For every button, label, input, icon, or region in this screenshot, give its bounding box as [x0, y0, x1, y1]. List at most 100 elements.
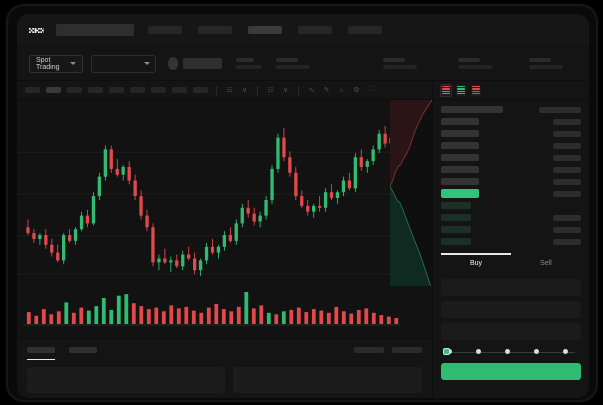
nav-item-2[interactable] — [198, 26, 232, 34]
tab-buy[interactable]: Buy — [469, 260, 483, 267]
nav-item-1[interactable] — [148, 26, 182, 34]
toolbar-divider — [257, 85, 258, 95]
orderbook-header-row — [441, 105, 581, 114]
timeframe-button-8[interactable] — [172, 87, 187, 93]
line-chart-icon[interactable]: ∿ — [308, 87, 315, 94]
timeframe-button-9[interactable] — [193, 87, 208, 93]
depth-chart-svg — [390, 100, 432, 286]
stat-label — [458, 58, 481, 62]
orderbook-ask-row[interactable] — [441, 153, 581, 162]
stat-label — [529, 58, 551, 62]
orders-card-2[interactable] — [233, 367, 422, 393]
book-mode-both-icon[interactable] — [440, 83, 452, 97]
device-frame: Spot Trading — [6, 4, 598, 402]
timeframe-button-4[interactable] — [88, 87, 103, 93]
chevron-down-icon — [143, 62, 150, 65]
slider-knob[interactable] — [443, 348, 450, 355]
orderbook-ask-row[interactable] — [441, 177, 581, 186]
volume-svg — [23, 292, 400, 326]
stat-label — [236, 58, 255, 62]
slider-stop-100[interactable] — [563, 349, 568, 354]
orderbook-ask-row[interactable] — [441, 141, 581, 150]
tab-sell[interactable]: Sell — [540, 260, 552, 267]
orderbook-column: Buy Sell — [432, 81, 589, 398]
chart-toolbar: ☳ ∨ ☷ ∨ ∿ ✎ ⌂ ⚙ ⛶ — [17, 81, 432, 100]
candlestick-svg — [17, 126, 432, 276]
timeframe-button-3[interactable] — [67, 87, 82, 93]
stat-column-2 — [276, 58, 311, 69]
book-mode-bids-icon[interactable] — [456, 84, 466, 96]
fullscreen-icon[interactable]: ⛶ — [369, 86, 374, 93]
orderbook-bid-row[interactable] — [441, 201, 581, 210]
settings-icon[interactable]: ⚙ — [353, 87, 360, 94]
orderbook-ask-row[interactable] — [441, 117, 581, 126]
order-price-field[interactable] — [441, 279, 581, 296]
chevron-down-icon-2[interactable]: ∨ — [282, 87, 289, 94]
orders-tab-1[interactable] — [27, 347, 55, 360]
stat-value — [236, 65, 263, 69]
depth-chart — [390, 100, 432, 286]
stat-column-4 — [458, 58, 493, 69]
search-input[interactable] — [56, 24, 134, 36]
chevron-down-icon[interactable]: ∨ — [241, 87, 248, 94]
timeframe-button-6[interactable] — [130, 87, 145, 93]
camera-icon[interactable]: ⌂ — [339, 86, 344, 94]
main-content: ☳ ∨ ☷ ∨ ∿ ✎ ⌂ ⚙ ⛶ — [17, 81, 589, 398]
stat-value — [458, 65, 493, 69]
nav-item-3[interactable] — [248, 26, 282, 34]
okx-logo[interactable] — [29, 23, 44, 38]
market-info-bar: Spot Trading — [17, 47, 589, 81]
pair-avatar — [167, 57, 179, 70]
candlestick-chart[interactable] — [17, 100, 432, 286]
orderbook-bid-row[interactable] — [441, 237, 581, 246]
orders-action-2[interactable] — [392, 347, 422, 353]
timeframe-button-5[interactable] — [109, 87, 124, 93]
timeframe-button-2[interactable] — [46, 87, 61, 93]
orders-action-1[interactable] — [354, 347, 384, 353]
orderbook-bid-row[interactable] — [441, 225, 581, 234]
top-navigation-bar — [17, 14, 589, 47]
chart-type-icon[interactable]: ☷ — [267, 87, 274, 94]
nav-item-5[interactable] — [348, 26, 382, 34]
toolbar-divider — [216, 85, 217, 95]
amount-percent-slider[interactable] — [443, 347, 579, 357]
trading-mode-dropdown[interactable]: Spot Trading — [29, 54, 84, 73]
stat-label — [276, 58, 299, 62]
stat-value — [529, 65, 563, 69]
nav-item-4[interactable] — [298, 26, 332, 34]
orderbook-ask-row[interactable] — [441, 165, 581, 174]
stat-column-1 — [236, 58, 263, 69]
stat-value — [276, 65, 311, 69]
order-total-field[interactable] — [441, 323, 581, 340]
timeframe-button-7[interactable] — [151, 87, 166, 93]
stat-label — [382, 58, 405, 62]
timeframe-button-1[interactable] — [25, 87, 40, 93]
slider-stop-50[interactable] — [505, 349, 510, 354]
orderbook-ask-row[interactable] — [441, 129, 581, 138]
trade-side-tabs: Buy Sell — [441, 253, 581, 273]
stat-column-3 — [382, 58, 417, 69]
pair-name-placeholder — [183, 58, 223, 69]
pencil-icon[interactable]: ✎ — [323, 87, 330, 94]
orderbook-header — [433, 81, 589, 100]
trade-order-form — [433, 273, 589, 357]
okx-logo-glyph — [29, 27, 44, 33]
orders-panel — [17, 338, 432, 398]
slider-stop-25[interactable] — [476, 349, 481, 354]
slider-stop-75[interactable] — [534, 349, 539, 354]
book-mode-asks-icon[interactable] — [471, 84, 481, 96]
orderbook-rows — [433, 100, 589, 249]
chart-column: ☳ ∨ ☷ ∨ ∿ ✎ ⌂ ⚙ ⛶ — [17, 81, 432, 398]
pair-selector-dropdown[interactable] — [91, 54, 156, 73]
orders-card-1[interactable] — [27, 367, 226, 393]
indicator-icon[interactable]: ☳ — [226, 87, 233, 94]
volume-chart — [17, 286, 432, 338]
order-amount-field[interactable] — [441, 301, 581, 318]
orders-tab-2[interactable] — [69, 347, 97, 353]
stat-column-5 — [529, 58, 563, 69]
buy-submit-button[interactable] — [441, 363, 581, 380]
orderbook-spread-row[interactable] — [441, 189, 581, 198]
orderbook-bid-row[interactable] — [441, 213, 581, 222]
chevron-down-icon — [70, 62, 77, 65]
orders-cards — [17, 361, 432, 393]
